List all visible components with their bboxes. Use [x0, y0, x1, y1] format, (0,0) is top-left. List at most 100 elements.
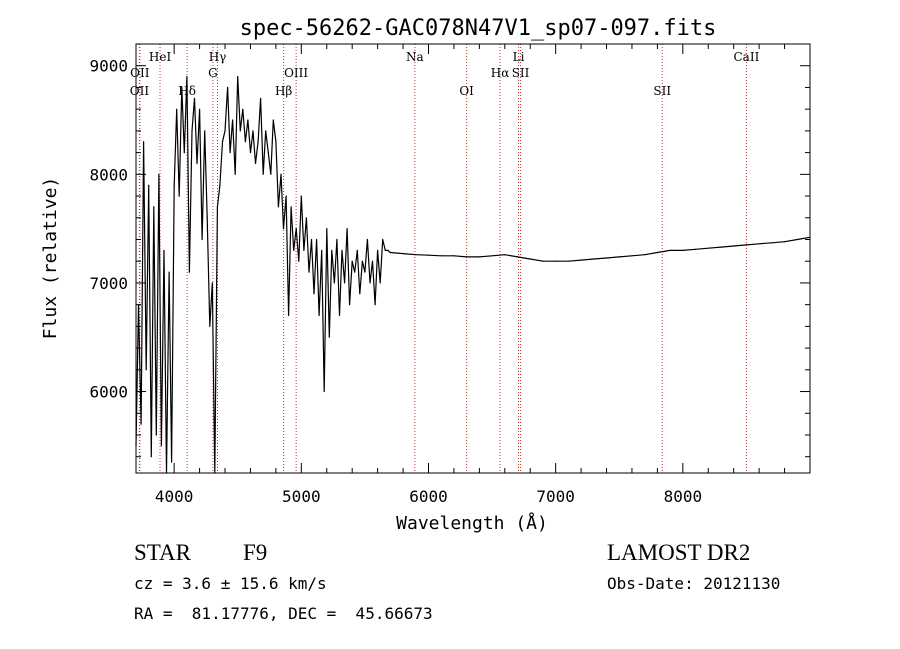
spectrum-point [237, 76, 239, 78]
spectrum-point [580, 259, 582, 261]
spectrum-point [188, 271, 190, 273]
spectrum-point [382, 238, 384, 241]
spectrum-point [227, 86, 229, 88]
spectrum-point [150, 456, 152, 458]
spectrum-point [265, 130, 267, 132]
spectrum-point [377, 249, 379, 251]
spectrum-point [733, 245, 735, 247]
spectrum-point [313, 293, 315, 295]
spectrum-point [758, 243, 760, 245]
spectrum-point [163, 249, 165, 251]
line-label-10: Hα [491, 66, 510, 80]
spectrum-point [359, 293, 361, 295]
spectrum-point [282, 228, 285, 230]
spectrum-point [260, 97, 262, 99]
object-subclass: F9 [243, 540, 268, 565]
spectrum-point [196, 162, 198, 165]
spectrum-point [148, 184, 150, 186]
spectrum-point [293, 249, 295, 251]
spectrum-point [694, 248, 697, 250]
spectrum-point [191, 130, 193, 132]
spectrum-point [252, 130, 254, 132]
spectrum-point [143, 141, 145, 143]
spectrum-point [234, 173, 236, 175]
spectrum-point [288, 314, 290, 317]
spectrum-point [290, 206, 292, 208]
line-label-9: OI [459, 84, 474, 98]
plot-frame [135, 43, 811, 474]
spectrum-point [300, 195, 302, 197]
spectrum-point [346, 228, 348, 230]
spectrum-point [211, 282, 213, 284]
spectrum-point [270, 173, 272, 175]
line-label-7: OIII [284, 66, 308, 80]
spectrum-point [178, 195, 180, 197]
line-label-13: SII [653, 84, 671, 98]
spectrum-point [364, 271, 366, 273]
spectrum-point [199, 108, 201, 110]
spectrum-point [542, 260, 544, 262]
spectrum-point [336, 238, 338, 241]
spectrum-point [316, 238, 318, 241]
spectrum-point [384, 249, 386, 251]
spectrum-point [254, 162, 257, 165]
spectrum-point [277, 206, 279, 208]
line-label-1: OII [130, 66, 150, 80]
spectrum-point [183, 152, 185, 154]
spectrum-point [374, 304, 376, 306]
line-label-6: Hβ [275, 84, 292, 98]
object-class: STAR [134, 540, 191, 565]
spectrum-point [209, 325, 211, 327]
x-axis-label: Wavelength (Å) [396, 512, 548, 534]
spectrum-point [323, 390, 325, 393]
spectrum-point [176, 108, 178, 110]
spectrum-point [158, 173, 160, 175]
spectrum-point [331, 249, 333, 251]
spectrum-point [247, 119, 249, 121]
spectrum-point [440, 255, 442, 257]
spectrum-point [257, 141, 259, 143]
spectrum-point [249, 152, 252, 154]
spectrum-point [305, 217, 307, 219]
y-tick-label: 8000 [89, 165, 128, 184]
spectrum-point [555, 260, 557, 262]
spectrum-point [186, 76, 188, 78]
spectrum-point [244, 141, 246, 143]
spectrum-point [593, 258, 595, 260]
spectrum-point [341, 249, 343, 251]
spectrum-point [351, 260, 353, 262]
spectrum-point [720, 246, 722, 248]
spectrum-point [242, 108, 244, 110]
spectrum-point [771, 242, 773, 244]
spectrum-point [389, 251, 391, 254]
y-axis-label: Flux (relative) [40, 177, 61, 340]
x-tick-label: 7000 [536, 487, 575, 506]
spectrum-point [206, 217, 208, 219]
spectrum-point [427, 254, 430, 256]
spectrum-point [140, 423, 142, 425]
spectrum-point [745, 244, 748, 246]
line-label-12: SII [512, 66, 530, 80]
chart-title: spec-56262-GAC078N47V1_sp07-097.fits [240, 16, 717, 41]
y-tick-label: 6000 [89, 383, 128, 402]
spectrum-point [272, 119, 274, 121]
spectrum-point [308, 271, 310, 273]
spectrum-point [173, 184, 175, 186]
plot-area [135, 76, 811, 474]
y-tick-label: 9000 [89, 57, 128, 76]
spectrum-point [333, 282, 335, 284]
spectrum-point [371, 260, 374, 262]
axis-ticks: 4000 5000 6000 7000 8000 6000 7000 8000 9000 [89, 43, 811, 506]
survey-name: LAMOST DR2 [607, 540, 751, 565]
spectrum-point [379, 282, 381, 284]
spectrum-point [295, 228, 297, 230]
spectrum-point [160, 445, 162, 447]
spectrum-point [216, 206, 218, 208]
x-tick-label: 5000 [282, 487, 321, 506]
spectrum-point [267, 152, 269, 154]
spectrum-point [516, 256, 519, 258]
spectrum-point [310, 238, 313, 241]
spectrum-point [631, 255, 633, 257]
x-tick-label: 8000 [664, 487, 703, 506]
